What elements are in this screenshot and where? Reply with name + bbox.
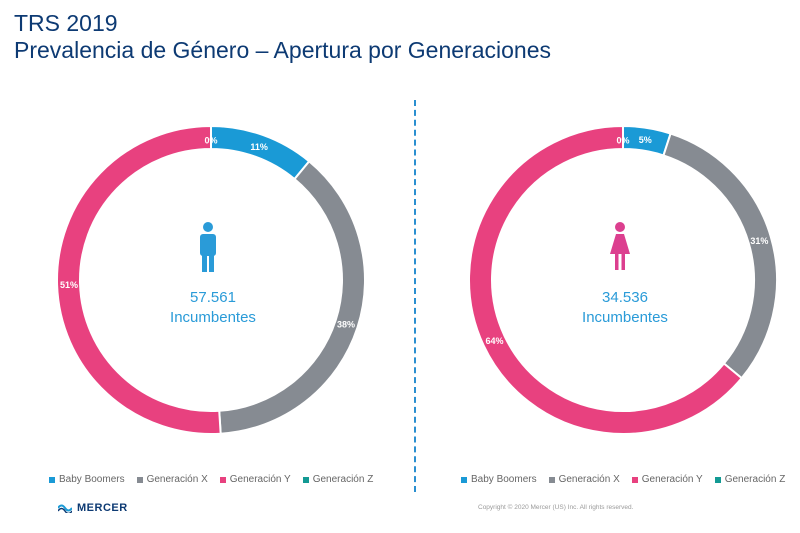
legend-label: Generación Z bbox=[724, 474, 786, 485]
slice-label: 11% bbox=[250, 142, 268, 152]
slice-label: 64% bbox=[486, 336, 504, 346]
legend-item: Generación X bbox=[136, 474, 208, 485]
donut-slice-male-baby-boomers bbox=[210, 124, 311, 181]
legend-swatch bbox=[631, 476, 638, 483]
legend-label: Baby Boomers bbox=[59, 474, 125, 485]
legend-swatch bbox=[136, 476, 143, 483]
legend-item: Generación Z bbox=[714, 474, 786, 485]
legend-left: Baby Boomers Generación X Generación Y G… bbox=[49, 474, 373, 485]
chart-divider bbox=[414, 100, 416, 492]
legend-item: Generación Z bbox=[302, 474, 374, 485]
legend-swatch bbox=[461, 476, 467, 483]
legend-label: Baby Boomers bbox=[471, 474, 537, 485]
slice-label: 31% bbox=[750, 236, 768, 246]
legend-label: Generación Y bbox=[229, 474, 291, 485]
center-value-female: 34.536 bbox=[602, 289, 648, 306]
title-line-2: Prevalencia de Género – Apertura por Gen… bbox=[14, 37, 551, 63]
legend-swatch bbox=[714, 476, 721, 483]
donut-slice-female-generaci-n-x bbox=[662, 132, 778, 380]
legend-label: Generación X bbox=[558, 474, 620, 485]
logo-text: MERCER bbox=[77, 502, 128, 514]
legend-swatch bbox=[219, 476, 226, 483]
legend-item: Generación Y bbox=[219, 474, 291, 485]
legend-item: Baby Boomers bbox=[49, 474, 125, 485]
slice-label: 0% bbox=[204, 136, 217, 146]
center-text-female: 34.536 Incumbentes bbox=[535, 288, 715, 328]
legend-right: Baby Boomers Generación X Generación Y G… bbox=[461, 474, 785, 485]
mercer-logo: MERCER bbox=[58, 502, 128, 514]
legend-item: Generación Y bbox=[631, 474, 703, 485]
legend-item: Baby Boomers bbox=[461, 474, 537, 485]
male-icon bbox=[200, 222, 216, 272]
donut-slice-female-generaci-n-y bbox=[468, 124, 744, 435]
legend-swatch bbox=[548, 476, 555, 483]
female-icon bbox=[610, 222, 630, 270]
donut-slice-male-generaci-n-y bbox=[56, 124, 222, 435]
center-text-male: 57.561 Incumbentes bbox=[123, 288, 303, 328]
legend-label: Generación Y bbox=[641, 474, 703, 485]
legend-item: Generación X bbox=[548, 474, 620, 485]
center-value-male: 57.561 bbox=[190, 289, 236, 306]
legend-label: Generación X bbox=[146, 474, 208, 485]
center-label-male: Incumbentes bbox=[170, 309, 256, 326]
legend-swatch bbox=[49, 476, 55, 483]
slice-label: 38% bbox=[337, 319, 355, 329]
center-label-female: Incumbentes bbox=[582, 309, 668, 326]
slice-label: 5% bbox=[639, 135, 652, 145]
slice-label: 0% bbox=[616, 136, 629, 146]
mercer-logo-icon bbox=[58, 504, 72, 513]
legend-swatch bbox=[302, 476, 309, 483]
title-line-1: TRS 2019 bbox=[14, 10, 118, 36]
page-title: TRS 2019 Prevalencia de Género – Apertur… bbox=[14, 10, 551, 64]
slice-label: 51% bbox=[60, 280, 78, 290]
copyright-text: Copyright © 2020 Mercer (US) Inc. All ri… bbox=[478, 504, 634, 511]
legend-label: Generación Z bbox=[312, 474, 374, 485]
